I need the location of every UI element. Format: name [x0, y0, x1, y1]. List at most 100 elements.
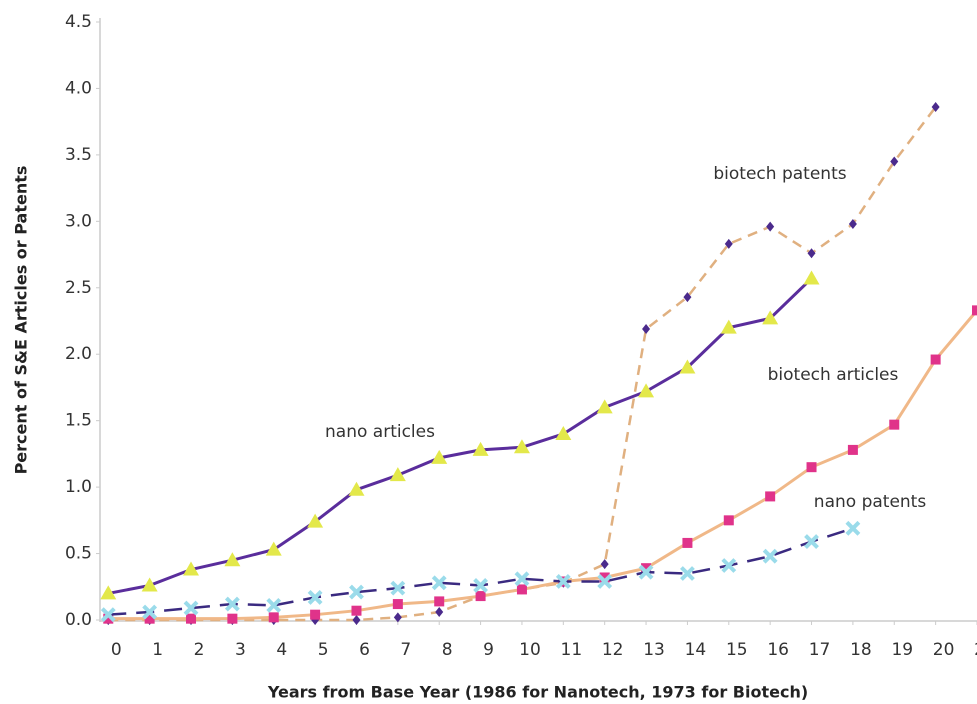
marker	[641, 563, 652, 574]
marker	[392, 599, 403, 610]
y-axis-title: Percent of S&E Articles or Patents	[12, 166, 31, 475]
x-tick-label: 2	[194, 640, 205, 660]
y-tick-label: 3.0	[65, 211, 92, 231]
marker	[103, 613, 114, 624]
marker	[514, 571, 530, 587]
marker	[307, 513, 324, 528]
marker	[847, 444, 858, 455]
x-tick-label: 17	[809, 640, 831, 660]
x-tick-label: 11	[561, 640, 583, 660]
x-tick-label: 10	[519, 640, 541, 660]
marker	[599, 572, 610, 583]
marker	[721, 558, 737, 573]
marker	[845, 520, 861, 536]
marker	[265, 541, 282, 556]
marker	[766, 221, 775, 232]
marker	[803, 270, 820, 285]
y-tick-label: 4.5	[65, 12, 92, 32]
marker	[224, 552, 241, 567]
marker	[638, 564, 654, 580]
x-tick-label: 19	[891, 640, 913, 660]
series-line	[107, 277, 813, 595]
marker	[806, 462, 817, 473]
y-tick-label: 2.5	[65, 278, 92, 298]
marker	[393, 612, 402, 623]
y-tick-label: 1.5	[65, 411, 92, 431]
marker	[804, 534, 819, 550]
marker	[724, 238, 733, 249]
marker	[516, 584, 527, 595]
marker	[473, 578, 488, 593]
y-tick-label: 0.0	[65, 610, 92, 630]
marker	[268, 612, 279, 623]
marker	[765, 491, 776, 502]
x-tick-label: 14	[685, 640, 707, 660]
marker	[435, 607, 444, 618]
y-tick-label: 4.0	[65, 78, 92, 98]
marker	[762, 310, 779, 325]
marker	[348, 481, 365, 496]
marker	[431, 449, 448, 464]
marker	[144, 613, 155, 624]
marker	[683, 292, 692, 303]
label-bg	[300, 420, 460, 444]
marker	[100, 607, 116, 623]
marker	[513, 439, 530, 454]
x-tick-label: 1	[152, 640, 163, 660]
marker	[680, 566, 695, 581]
marker	[682, 537, 693, 548]
y-tick-label: 3.5	[65, 145, 92, 165]
marker	[349, 584, 364, 600]
marker	[186, 613, 197, 624]
marker	[930, 354, 941, 365]
marker	[597, 574, 613, 589]
x-tick-label: 21	[974, 640, 977, 660]
x-tick-label: 0	[111, 640, 122, 660]
marker	[224, 596, 240, 612]
label-bg	[790, 490, 950, 514]
x-tick-label: 13	[643, 640, 665, 660]
marker	[183, 600, 199, 616]
marker	[141, 577, 158, 592]
series-line	[108, 309, 977, 621]
marker	[762, 548, 778, 564]
x-tick-label: 20	[933, 640, 955, 660]
series-label: biotech patents	[713, 164, 846, 184]
marker	[848, 218, 857, 229]
label-bg	[753, 363, 913, 387]
y-tick-label: 0.5	[65, 544, 92, 564]
marker	[472, 441, 489, 456]
x-tick-label: 15	[726, 640, 748, 660]
marker	[431, 575, 447, 591]
marker	[183, 561, 200, 576]
marker	[142, 604, 158, 620]
marker	[100, 585, 117, 600]
x-tick-label: 16	[767, 640, 789, 660]
marker	[720, 319, 737, 334]
marker	[600, 559, 609, 570]
x-tick-label: 18	[850, 640, 872, 660]
x-tick-label: 7	[400, 640, 411, 660]
series-label: nano articles	[325, 422, 435, 442]
label-bg	[700, 162, 860, 186]
y-tick-label: 1.0	[65, 477, 92, 497]
marker	[638, 383, 655, 398]
marker	[434, 596, 445, 607]
marker	[807, 248, 816, 259]
x-tick-label: 8	[442, 640, 453, 660]
x-tick-label: 12	[602, 640, 624, 660]
marker	[890, 156, 899, 167]
marker	[679, 359, 696, 374]
marker	[475, 591, 486, 602]
x-tick-label: 9	[483, 640, 494, 660]
x-tick-label: 3	[235, 640, 246, 660]
marker	[307, 589, 323, 605]
marker	[931, 102, 940, 113]
marker	[555, 574, 571, 589]
marker	[227, 613, 238, 624]
marker	[723, 515, 734, 526]
series-label: nano patents	[814, 492, 927, 512]
marker	[555, 425, 572, 440]
